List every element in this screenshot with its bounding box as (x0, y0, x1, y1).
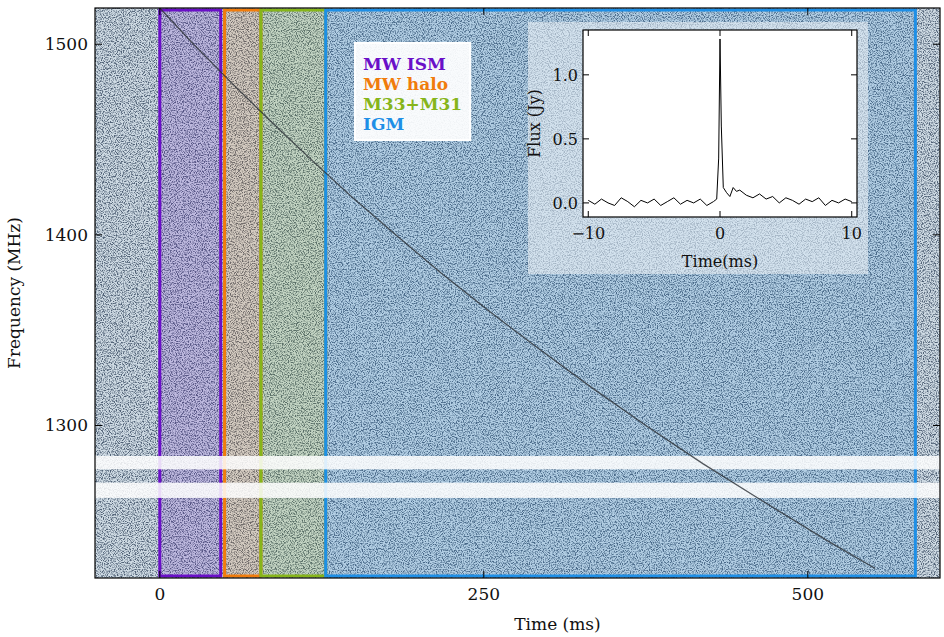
legend-entry: IGM (363, 114, 404, 134)
inset-y-tick-right (851, 202, 857, 203)
inset-y-tick-right (851, 74, 857, 75)
legend-entry: M33+M31 (363, 94, 462, 114)
noise-texture (95, 8, 940, 578)
inset-y-tick-right (851, 138, 857, 139)
plot-background (95, 8, 940, 578)
inset-x-tick-top (851, 30, 852, 36)
masked-band (95, 483, 940, 498)
y-tick-label: 1500 (45, 34, 88, 54)
inset-x-tick-label: 0 (715, 224, 725, 243)
figure: 0 250 500 1300 1400 1500 Time (ms) Frequency (M… (0, 0, 944, 637)
inset-x-tick-top (588, 30, 589, 36)
inset-y-tick-label: 0.5 (553, 130, 578, 149)
inset-x-tick-label: 10 (842, 224, 862, 243)
plot-frame (95, 8, 940, 578)
y-axis-title: Frequency (MHz) (4, 217, 24, 369)
inset-y-tick-label: 1.0 (553, 66, 578, 85)
inset-x-tick-top (720, 30, 721, 36)
y-tick-label: 1400 (45, 225, 88, 245)
y-tick (95, 234, 102, 235)
masked-band (95, 456, 940, 469)
x-tick-label: 500 (792, 584, 824, 604)
legend-box (355, 43, 470, 140)
y-tick-right (933, 44, 940, 45)
plot-area (95, 8, 940, 578)
x-tick (159, 571, 160, 578)
inset-y-tick-label: 0.0 (553, 194, 578, 213)
pulse-profile (588, 39, 851, 207)
x-tick-top (807, 8, 808, 15)
inset-y-tick (583, 74, 589, 75)
y-tick-label: 1300 (45, 415, 88, 435)
inset-x-tick (851, 211, 852, 217)
x-tick (807, 571, 808, 578)
x-tick (483, 571, 484, 578)
legend: MW ISMMW haloM33+M31IGM (355, 43, 470, 140)
inset-y-axis-title: Flux (Jy) (525, 89, 544, 158)
inset-plot-area (588, 39, 851, 207)
dispersion-track (160, 8, 875, 568)
y-tick (95, 44, 102, 45)
y-tick-right (933, 425, 940, 426)
x-axis-title: Time (ms) (514, 614, 600, 634)
x-tick-label: 0 (154, 584, 165, 604)
x-tick-label: 250 (468, 584, 500, 604)
inset-x-tick (720, 211, 721, 217)
inset-x-axis-title: Time(ms) (682, 252, 758, 271)
inset-y-tick (583, 138, 589, 139)
x-tick-top (159, 8, 160, 15)
inset-label-patch (528, 22, 868, 274)
inset-background (583, 30, 857, 217)
inset-x-tick-label: −10 (571, 224, 605, 243)
y-tick (95, 425, 102, 426)
inset-frame (583, 30, 857, 217)
legend-entry: MW halo (363, 74, 448, 94)
inset-y-tick (583, 202, 589, 203)
inset-x-tick (588, 211, 589, 217)
y-tick-right (933, 234, 940, 235)
x-tick-top (483, 8, 484, 15)
legend-entry: MW ISM (363, 54, 446, 74)
